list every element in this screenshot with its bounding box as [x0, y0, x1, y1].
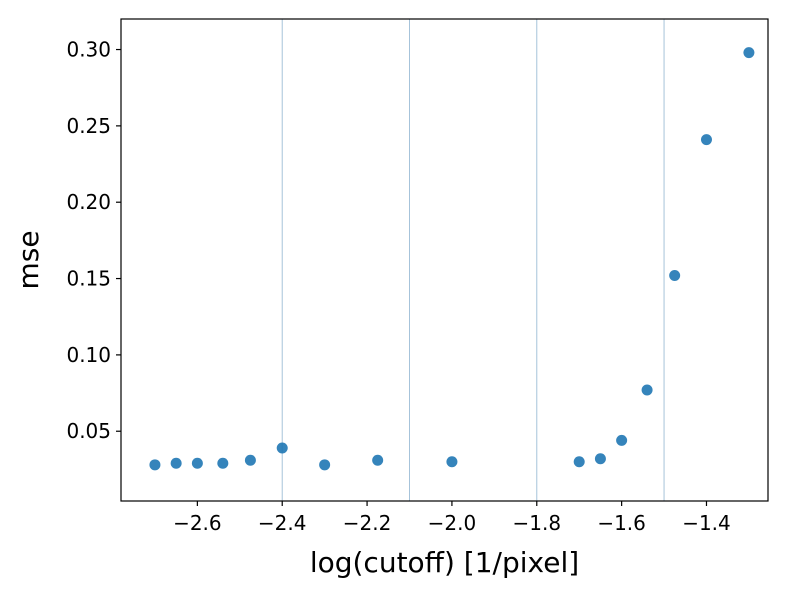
data-point-9	[573, 456, 585, 468]
reference-lines	[281, 19, 665, 501]
data-point-6	[319, 459, 331, 471]
x-tick-label-1: −2.4	[258, 511, 307, 535]
y-tick-label-4: 0.25	[66, 114, 111, 138]
x-axis-label: log(cutoff) [1/pixel]	[310, 546, 579, 579]
x-tick-label-6: −1.4	[682, 511, 731, 535]
data-point-13	[669, 269, 681, 281]
data-points	[149, 47, 755, 471]
data-point-7	[372, 454, 384, 466]
y-axis-ticks: 0.05 0.10 0.15 0.20 0.25 0.30	[66, 38, 121, 443]
y-tick-label-5: 0.30	[66, 38, 111, 62]
x-tick-label-4: −1.8	[512, 511, 561, 535]
data-point-0	[149, 459, 161, 471]
data-point-10	[594, 453, 606, 465]
data-point-1	[170, 457, 182, 469]
data-point-3	[217, 457, 229, 469]
y-tick-label-2: 0.15	[66, 267, 111, 291]
y-axis-label: mse	[12, 230, 45, 289]
data-point-2	[191, 457, 203, 469]
data-point-12	[641, 384, 653, 396]
x-axis-ticks: −2.6 −2.4 −2.2 −2.0 −1.8 −1.6 −1.4	[173, 501, 731, 535]
x-tick-label-2: −2.2	[343, 511, 392, 535]
x-tick-label-5: −1.6	[597, 511, 646, 535]
y-tick-label-0: 0.05	[66, 419, 111, 443]
data-point-4	[244, 454, 256, 466]
data-point-14	[700, 134, 712, 146]
x-tick-label-3: −2.0	[428, 511, 477, 535]
data-point-5	[276, 442, 288, 454]
axes-frame	[120, 18, 769, 502]
data-point-8	[446, 456, 458, 468]
y-tick-label-3: 0.20	[66, 190, 111, 214]
data-point-15	[743, 47, 755, 59]
data-point-11	[616, 434, 628, 446]
y-tick-label-1: 0.10	[66, 343, 111, 367]
x-tick-label-0: −2.6	[173, 511, 222, 535]
